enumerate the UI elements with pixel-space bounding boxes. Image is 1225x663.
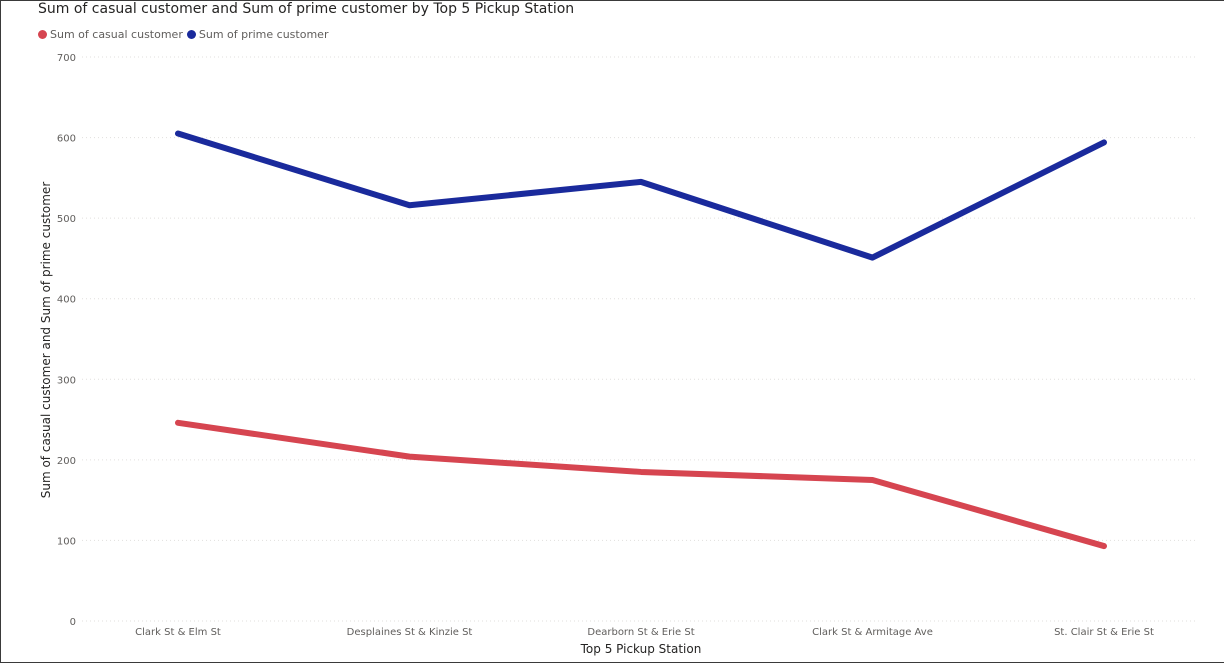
casual-customer-line [175,419,1107,550]
y-axis-title: Sum of casual customer and Sum of prime … [39,182,53,499]
legend-item-prime[interactable]: Sum of prime customer [186,28,329,41]
prime-customer-line [175,130,1107,261]
legend-marker-prime [186,30,196,39]
legend-label-prime: Sum of prime customer [198,28,329,41]
x-tick-label: Desplaines St & Kinzie St [347,627,473,638]
y-axis-ticks: 0 100 200 300 400 500 600 700 [57,53,76,628]
chart-legend: Sum of casual customer Sum of prime cust… [38,28,332,41]
y-tick-label: 100 [57,536,76,547]
x-tick-label: Dearborn St & Erie St [587,627,694,638]
gridlines [82,56,1196,622]
legend-marker-casual [38,30,47,39]
y-tick-label: 700 [57,53,76,64]
legend-item-casual[interactable]: Sum of casual customer [38,28,183,41]
y-tick-label: 400 [57,295,76,306]
x-tick-label: St. Clair St & Erie St [1054,627,1154,638]
y-tick-label: 0 [70,617,76,628]
series-lines [175,130,1107,550]
x-axis-ticks: Clark St & Elm St Desplaines St & Kinzie … [135,627,1154,638]
x-tick-label: Clark St & Elm St [135,627,221,638]
chart-title: Sum of casual customer and Sum of prime … [38,1,575,17]
x-axis-title: Top 5 Pickup Station [580,642,702,656]
legend-label-casual: Sum of casual customer [50,28,183,41]
y-tick-label: 500 [57,214,76,225]
y-tick-label: 200 [57,456,76,467]
y-tick-label: 300 [57,375,76,386]
y-tick-label: 600 [57,134,76,145]
x-tick-label: Clark St & Armitage Ave [812,627,933,638]
